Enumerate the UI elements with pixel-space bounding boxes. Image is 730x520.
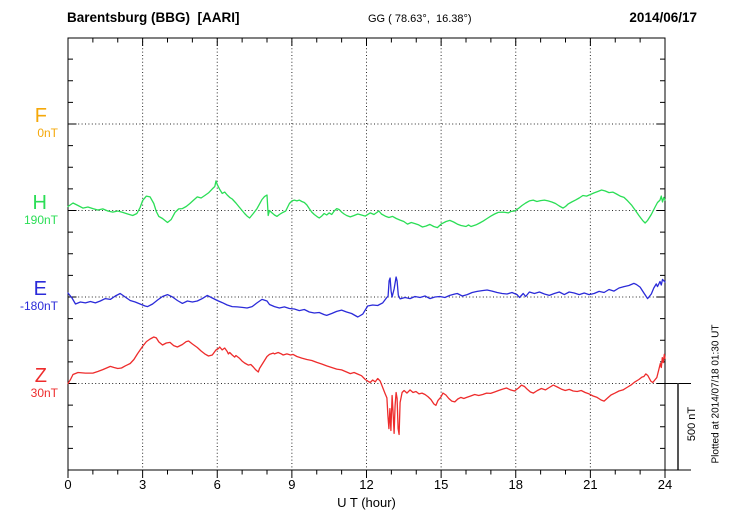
x-tick-label: 15 bbox=[433, 477, 449, 492]
x-tick-label: 12 bbox=[359, 477, 374, 492]
component-label-e: E bbox=[33, 278, 47, 300]
x-tick-label: 0 bbox=[64, 477, 72, 492]
component-label-h: H bbox=[32, 192, 47, 214]
x-tick-label: 6 bbox=[213, 477, 221, 492]
geographic-coordinates: GG ( 78.63°, 16.38°) bbox=[368, 13, 472, 25]
baseline-value-f: 0nT bbox=[37, 126, 58, 140]
baseline-value-z: 30nT bbox=[30, 386, 58, 400]
baseline-value-h: 190nT bbox=[23, 213, 58, 227]
x-tick-label: 21 bbox=[583, 477, 598, 492]
plotted-at-note: Plotted at 2014/07/18 01:30 UT bbox=[710, 324, 722, 464]
x-tick-label: 9 bbox=[288, 477, 296, 492]
x-tick-label: 18 bbox=[508, 477, 523, 492]
x-axis-label: U T (hour) bbox=[337, 495, 396, 510]
scale-bar-label: 500 nT bbox=[686, 406, 698, 442]
station-title: Barentsburg (BBG) [AARI] bbox=[67, 10, 240, 25]
component-label-f: F bbox=[34, 105, 47, 127]
baseline-value-e: -180nT bbox=[19, 299, 58, 313]
x-tick-label: 3 bbox=[139, 477, 147, 492]
x-tick-label: 24 bbox=[657, 477, 673, 492]
component-label-z: Z bbox=[34, 365, 47, 387]
plot-date: 2014/06/17 bbox=[629, 10, 697, 25]
